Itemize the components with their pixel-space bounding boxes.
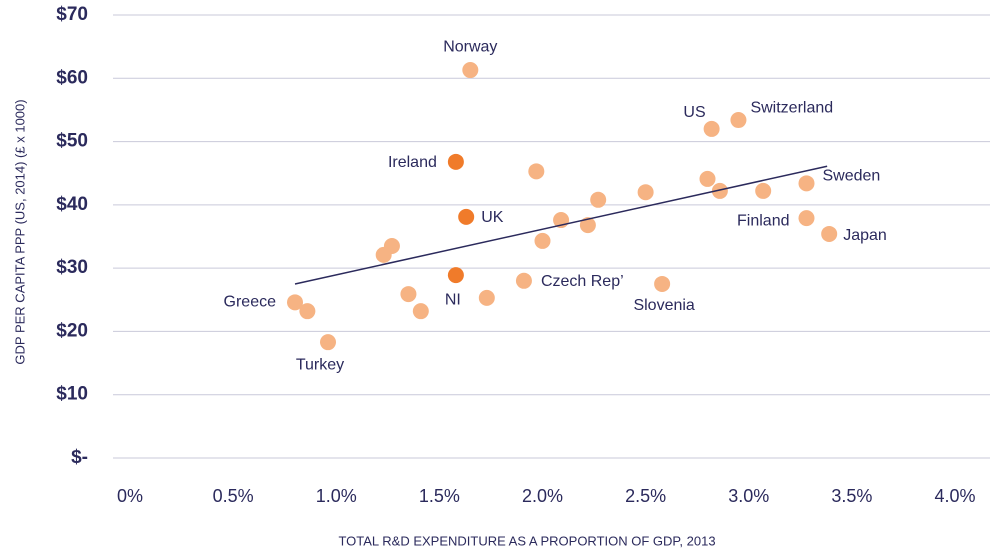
- y-tick-label: $30: [56, 257, 88, 278]
- point-label: Slovenia: [633, 297, 694, 314]
- point-label: US: [683, 104, 705, 121]
- point: [447, 153, 464, 170]
- point: [515, 272, 532, 289]
- point-label: Norway: [443, 38, 497, 55]
- y-tick-label: $-: [71, 447, 88, 468]
- point: [798, 210, 815, 227]
- point: [320, 334, 336, 351]
- point: [375, 246, 392, 263]
- point-label: Japan: [843, 227, 887, 244]
- y-tick-label: $70: [56, 4, 88, 25]
- point: [730, 112, 747, 129]
- point: [637, 184, 654, 201]
- point: [534, 232, 551, 249]
- point-label: NI: [445, 291, 461, 308]
- point-label: UK: [481, 209, 504, 226]
- point: [447, 267, 464, 284]
- point: [654, 275, 671, 292]
- trend-line: [294, 165, 828, 285]
- y-tick-label: $20: [56, 320, 88, 341]
- x-tick-label: 2.0%: [522, 486, 563, 506]
- point: [821, 225, 838, 242]
- y-tick-label: $50: [56, 131, 88, 152]
- point: [528, 163, 545, 180]
- point: [755, 182, 772, 199]
- x-tick-label: 3.0%: [728, 486, 769, 506]
- point-label: Ireland: [388, 154, 437, 171]
- point-label: Czech Rep’: [541, 273, 624, 290]
- x-tick-label: 2.5%: [625, 486, 666, 506]
- point: [412, 303, 429, 320]
- point: [400, 286, 417, 303]
- point-label: Turkey: [296, 356, 344, 373]
- x-tick-label: 4.0%: [934, 486, 975, 506]
- y-axis-title: GDP PER CAPITA PPP (US, 2014) (£ x 1000): [12, 99, 27, 364]
- point: [462, 62, 479, 79]
- y-tick-label: $60: [56, 67, 88, 88]
- point: [458, 208, 475, 225]
- point-label: Greece: [224, 294, 277, 311]
- point: [590, 191, 607, 208]
- x-axis-title: TOTAL R&D EXPENDITURE AS A PROPORTION OF…: [338, 533, 715, 548]
- point-label: Finland: [737, 212, 789, 229]
- point: [299, 303, 316, 320]
- point-label: Sweden: [823, 168, 881, 185]
- point-label: Switzerland: [750, 99, 833, 116]
- point: [478, 289, 495, 306]
- x-tick-label: 1.5%: [419, 486, 460, 506]
- y-tick-label: $10: [56, 384, 88, 405]
- point: [287, 294, 303, 311]
- y-tick-label: $40: [56, 194, 88, 215]
- point: [699, 170, 716, 187]
- x-tick-label: 0%: [117, 486, 143, 506]
- x-tick-label: 3.5%: [831, 486, 872, 506]
- x-tick-label: 1.0%: [316, 486, 357, 506]
- point: [798, 175, 815, 192]
- point: [711, 182, 728, 199]
- point: [579, 217, 596, 234]
- x-tick-label: 0.5%: [213, 486, 254, 506]
- point: [703, 120, 720, 137]
